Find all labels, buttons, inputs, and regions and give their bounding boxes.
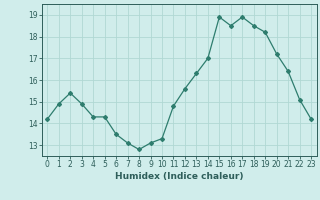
X-axis label: Humidex (Indice chaleur): Humidex (Indice chaleur) xyxy=(115,172,244,181)
